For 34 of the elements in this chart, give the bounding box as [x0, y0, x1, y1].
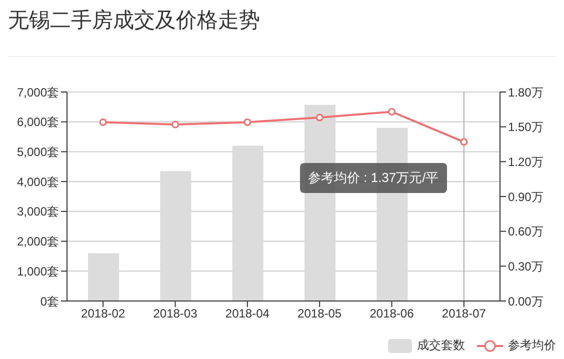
y-tick-label: 2,000套: [16, 234, 59, 249]
bar: [160, 171, 192, 301]
y-tick-label: 4,000套: [16, 174, 59, 189]
chart-title: 无锡二手房成交及价格走势: [8, 8, 260, 34]
y2-tick-label: 0.00万: [508, 294, 544, 308]
y2-tick-label: 0.30万: [508, 259, 544, 274]
y-tick-label: 5,000套: [16, 144, 59, 159]
point: [244, 118, 252, 126]
y2-tick-label: 0.60万: [508, 224, 544, 239]
point: [99, 118, 107, 126]
y-tick-label: 1,000套: [16, 264, 59, 278]
x-tick-label: 2018-03: [153, 306, 198, 321]
x-tick-label: 2018-07: [442, 306, 486, 321]
y2-tick-label: 1.80万: [508, 85, 544, 100]
y-tick-label: 0套: [40, 294, 59, 308]
annotation: 参考均价 : 1.37万元/平: [300, 163, 447, 193]
y2-tick-label: 0.90万: [508, 190, 544, 204]
bar: [232, 146, 264, 301]
point: [316, 114, 324, 122]
y-tick-label: 3,000套: [16, 204, 59, 219]
y2-tick-label: 1.50万: [508, 120, 544, 134]
legend-label: 成交套数: [417, 337, 465, 354]
legend-label: 参考均价: [508, 337, 556, 354]
point: [172, 120, 179, 128]
x-tick-label: 2018-06: [370, 306, 414, 321]
x-tick-label: 2018-05: [298, 306, 342, 321]
point: [460, 138, 468, 146]
point: [388, 108, 396, 116]
x-tick-label: 2018-02: [81, 306, 126, 321]
x-tick-label: 2018-04: [225, 306, 270, 321]
y2-tick-label: 1.20万: [508, 154, 544, 169]
y-tick-label: 7,000套: [16, 85, 59, 100]
y-tick-label: 6,000套: [16, 115, 59, 130]
bar: [88, 253, 119, 301]
